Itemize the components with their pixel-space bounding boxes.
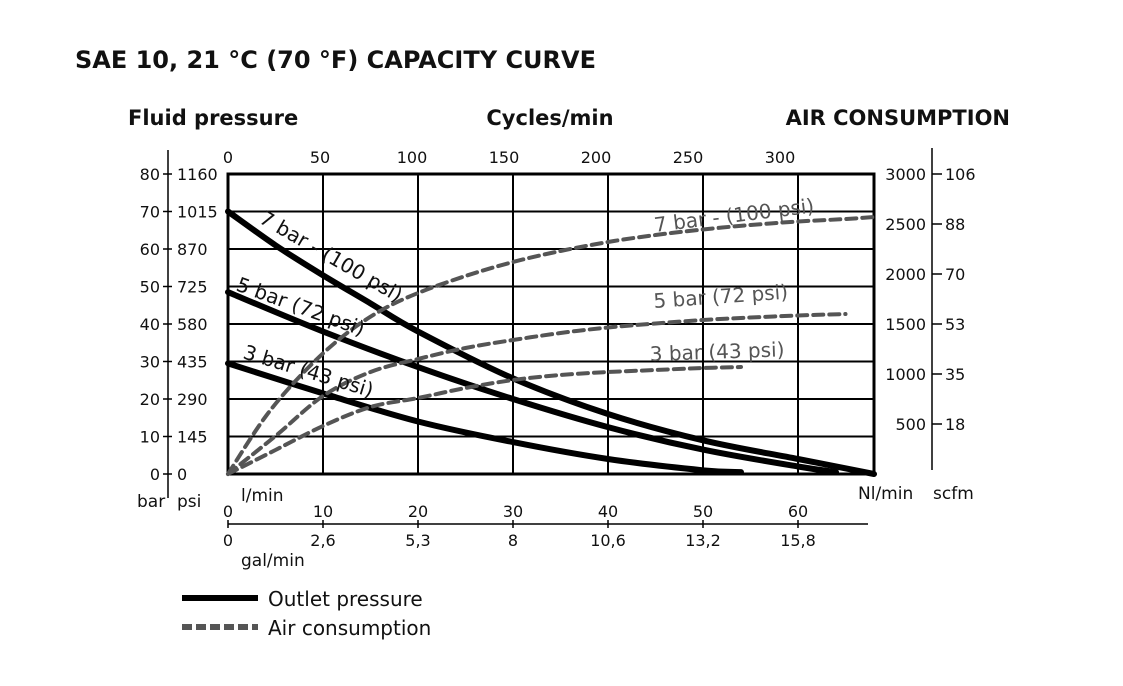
right-tick-label-nlmin: 1500 xyxy=(885,315,926,334)
series-labels: 7 bar - (100 psi) 5 bar (72 psi) 3 bar (43… xyxy=(233,194,815,403)
x-tick-label-galmin: 8 xyxy=(508,531,518,550)
right-tick-label-scfm: 18 xyxy=(945,415,965,434)
x-tick-label-galmin: 10,6 xyxy=(590,531,626,550)
top-tick-label-cycles: 200 xyxy=(581,148,612,167)
left-tick-label-bar: 0 xyxy=(150,465,160,484)
right-tick-label-nlmin: 1000 xyxy=(885,365,926,384)
left-tick-label-bar: 20 xyxy=(140,390,160,409)
outlet-pressure-line-1 xyxy=(225,289,839,476)
x-axis-unit-lmin: l/min xyxy=(241,486,284,506)
chart-title: SAE 10, 21 °C (70 °F) CAPACITY CURVE xyxy=(75,46,596,74)
x-tick-label-lmin: 50 xyxy=(693,502,713,521)
x-tick-label-galmin: 0 xyxy=(223,531,233,550)
x-tick-label-lmin: 40 xyxy=(598,502,618,521)
left-unit-bar: bar xyxy=(137,492,165,512)
right-axis-header: AIR CONSUMPTION xyxy=(786,106,1010,130)
air-series-label-5: 3 bar (43 psi) xyxy=(649,337,784,366)
air-series-label-3: 7 bar - (100 psi) xyxy=(653,194,816,237)
top-tick-label-cycles: 0 xyxy=(223,148,233,167)
left-tick-label-bar: 50 xyxy=(140,278,160,297)
left-axis-header: Fluid pressure xyxy=(128,106,298,130)
air-consumption-line-4 xyxy=(226,312,848,476)
right-unit-scfm: scfm xyxy=(933,484,974,504)
legend-outlet-label: Outlet pressure xyxy=(268,587,423,611)
left-tick-label-bar: 70 xyxy=(140,203,160,222)
right-tick-label-nlmin: 500 xyxy=(895,415,926,434)
right-tick-label-scfm: 35 xyxy=(945,365,965,384)
left-tick-label-psi: 290 xyxy=(177,390,208,409)
top-tick-label-cycles: 150 xyxy=(489,148,520,167)
outlet-series-label-1: 5 bar (72 psi) xyxy=(233,272,368,341)
x-tick-label-lmin: 60 xyxy=(788,502,808,521)
left-tick-label-psi: 1160 xyxy=(177,165,218,184)
x-tick-label-lmin: 20 xyxy=(408,502,428,521)
right-tick-label-scfm: 70 xyxy=(945,265,965,284)
left-tick-label-psi: 1015 xyxy=(177,203,218,222)
left-tick-label-bar: 60 xyxy=(140,240,160,259)
x-tick-label-galmin: 5,3 xyxy=(405,531,430,550)
outlet-pressure-line-2 xyxy=(225,360,744,476)
legend: Outlet pressure Air consumption xyxy=(182,587,431,640)
x-tick-label-galmin: 15,8 xyxy=(780,531,816,550)
left-tick-label-psi: 145 xyxy=(177,428,208,447)
left-tick-label-psi: 725 xyxy=(177,278,208,297)
top-tick-label-cycles: 300 xyxy=(765,148,796,167)
x-tick-label-lmin: 10 xyxy=(313,502,333,521)
x-tick-label-lmin: 0 xyxy=(223,502,233,521)
right-tick-label-nlmin: 2500 xyxy=(885,215,926,234)
left-unit-psi: psi xyxy=(177,492,201,512)
top-tick-label-cycles: 250 xyxy=(673,148,704,167)
left-tick-label-psi: 870 xyxy=(177,240,208,259)
legend-air-label: Air consumption xyxy=(268,616,431,640)
top-tick-label-cycles: 50 xyxy=(310,148,330,167)
x-tick-label-lmin: 30 xyxy=(503,502,523,521)
left-tick-label-psi: 0 xyxy=(177,465,187,484)
right-tick-label-scfm: 106 xyxy=(945,165,976,184)
left-tick-label-psi: 580 xyxy=(177,315,208,334)
right-tick-label-scfm: 53 xyxy=(945,315,965,334)
left-tick-label-bar: 30 xyxy=(140,353,160,372)
right-unit-nlmin: Nl/min xyxy=(858,484,913,504)
x-tick-label-galmin: 13,2 xyxy=(685,531,721,550)
left-tick-label-bar: 40 xyxy=(140,315,160,334)
left-tick-label-bar: 10 xyxy=(140,428,160,447)
left-tick-label-psi: 435 xyxy=(177,353,208,372)
outlet-pressure-line-0 xyxy=(225,208,877,477)
top-axis-header: Cycles/min xyxy=(486,106,613,130)
right-tick-label-nlmin: 2000 xyxy=(885,265,926,284)
x-axis-unit-galmin: gal/min xyxy=(241,551,305,571)
air-consumption-line-5 xyxy=(226,365,743,476)
right-tick-label-nlmin: 3000 xyxy=(885,165,926,184)
right-tick-label-scfm: 88 xyxy=(945,215,965,234)
x-tick-label-galmin: 2,6 xyxy=(310,531,335,550)
air-series-label-4: 5 bar (72 psi) xyxy=(653,280,789,313)
air-consumption-line-3 xyxy=(226,215,876,476)
series-lines xyxy=(225,208,877,477)
left-tick-label-bar: 80 xyxy=(140,165,160,184)
top-tick-label-cycles: 100 xyxy=(397,148,428,167)
